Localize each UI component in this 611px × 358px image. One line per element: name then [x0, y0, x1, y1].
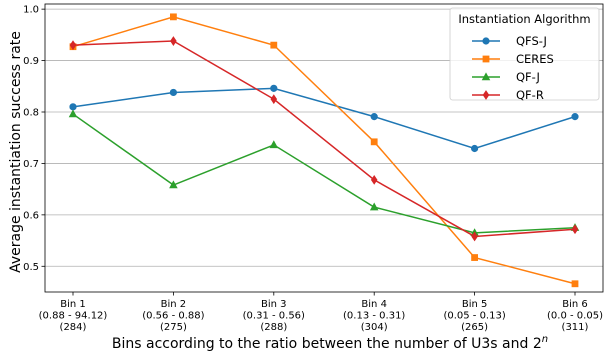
x-axis-label-text: Bins according to the ratio between the … [112, 336, 542, 352]
y-tick-label: 0.7 [23, 159, 39, 170]
x-axis-label: Bins according to the ratio between the … [112, 334, 548, 352]
x-axis-label-superscript: n [542, 334, 548, 345]
x-tick-label-count: (265) [461, 322, 488, 333]
y-tick-label: 0.8 [23, 108, 39, 119]
x-tick-label-bin: Bin 3 [261, 299, 287, 310]
x-tick-label-range: (0.31 - 0.56) [243, 311, 305, 322]
data-point [471, 231, 478, 242]
data-point [69, 103, 77, 111]
legend-marker [482, 37, 490, 45]
series-line [72, 113, 576, 234]
legend-item: CERES [472, 52, 554, 66]
legend-item: QF-R [472, 88, 544, 102]
x-axis: Bin 1(0.88 - 94.12)(284) Bin 2(0.56 - 0.8… [39, 292, 603, 333]
series-layer [68, 13, 580, 288]
data-point [370, 113, 378, 121]
data-point [269, 140, 279, 149]
x-tick-label-range: (0.13 - 0.31) [343, 311, 405, 322]
x-tick-label-bin: Bin 5 [462, 299, 488, 310]
x-tick-label-range: (0.0 - 0.05) [547, 311, 603, 322]
legend-label: QF-R [516, 88, 544, 102]
legend-marker [481, 72, 491, 81]
x-tick-label-range: (0.88 - 94.12) [39, 311, 108, 322]
series-qf-r [69, 36, 579, 242]
legend-label: QFS-J [516, 34, 547, 48]
x-tick-label-range: (0.56 - 0.88) [142, 311, 204, 322]
x-tick-label-count: (311) [562, 322, 589, 333]
data-point [270, 94, 278, 105]
series-line [72, 40, 576, 238]
legend-label: QF-J [516, 70, 540, 84]
legend-marker [482, 90, 490, 100]
data-point [571, 113, 579, 121]
legend-label: CERES [516, 52, 554, 66]
x-tick-label-bin: Bin 6 [562, 299, 588, 310]
data-point [369, 202, 379, 211]
x-tick-label-count: (275) [160, 322, 187, 333]
y-tick-label: 0.9 [23, 56, 39, 67]
x-tick-label-bin: Bin 4 [361, 299, 387, 310]
x-tick-label-count: (304) [361, 322, 388, 333]
legend-marker [482, 55, 490, 63]
data-point [270, 84, 278, 92]
x-tick-label-count: (284) [60, 322, 87, 333]
series-line [72, 16, 576, 285]
series-line [72, 87, 576, 150]
y-tick-label: 0.6 [23, 210, 39, 221]
data-point [571, 224, 579, 235]
legend-item: QFS-J [472, 34, 547, 48]
data-point [169, 180, 178, 189]
data-point [169, 13, 177, 21]
y-axis-label: Average instantiation success rate [8, 31, 24, 273]
x-tick-label-range: (0.05 - 0.13) [443, 311, 505, 322]
series-qfs-j [69, 84, 579, 153]
data-point [169, 88, 177, 97]
legend: Instantiation Algorithm QFS-J CERES QF-J QF-… [449, 7, 600, 102]
legend-item: QF-J [472, 70, 540, 84]
data-point [69, 40, 77, 51]
x-tick-label-bin: Bin 1 [60, 299, 86, 310]
y-axis: 0.5 0.6 0.7 0.8 0.9 1.0 [23, 5, 45, 273]
data-point [370, 138, 378, 146]
plot-frame [44, 3, 604, 293]
y-tick-label: 1.0 [23, 5, 39, 16]
data-point [270, 41, 278, 49]
data-point [470, 144, 479, 153]
data-point [370, 174, 378, 185]
x-tick-label-bin: Bin 2 [161, 299, 187, 310]
data-point [68, 109, 78, 118]
y-tick-label: 0.5 [23, 262, 39, 273]
data-point [571, 280, 579, 288]
legend-title: Instantiation Algorithm [458, 12, 590, 26]
series-qf-j [68, 109, 580, 237]
data-point [170, 36, 177, 46]
x-tick-label-count: (288) [260, 322, 287, 333]
data-point [471, 254, 479, 261]
